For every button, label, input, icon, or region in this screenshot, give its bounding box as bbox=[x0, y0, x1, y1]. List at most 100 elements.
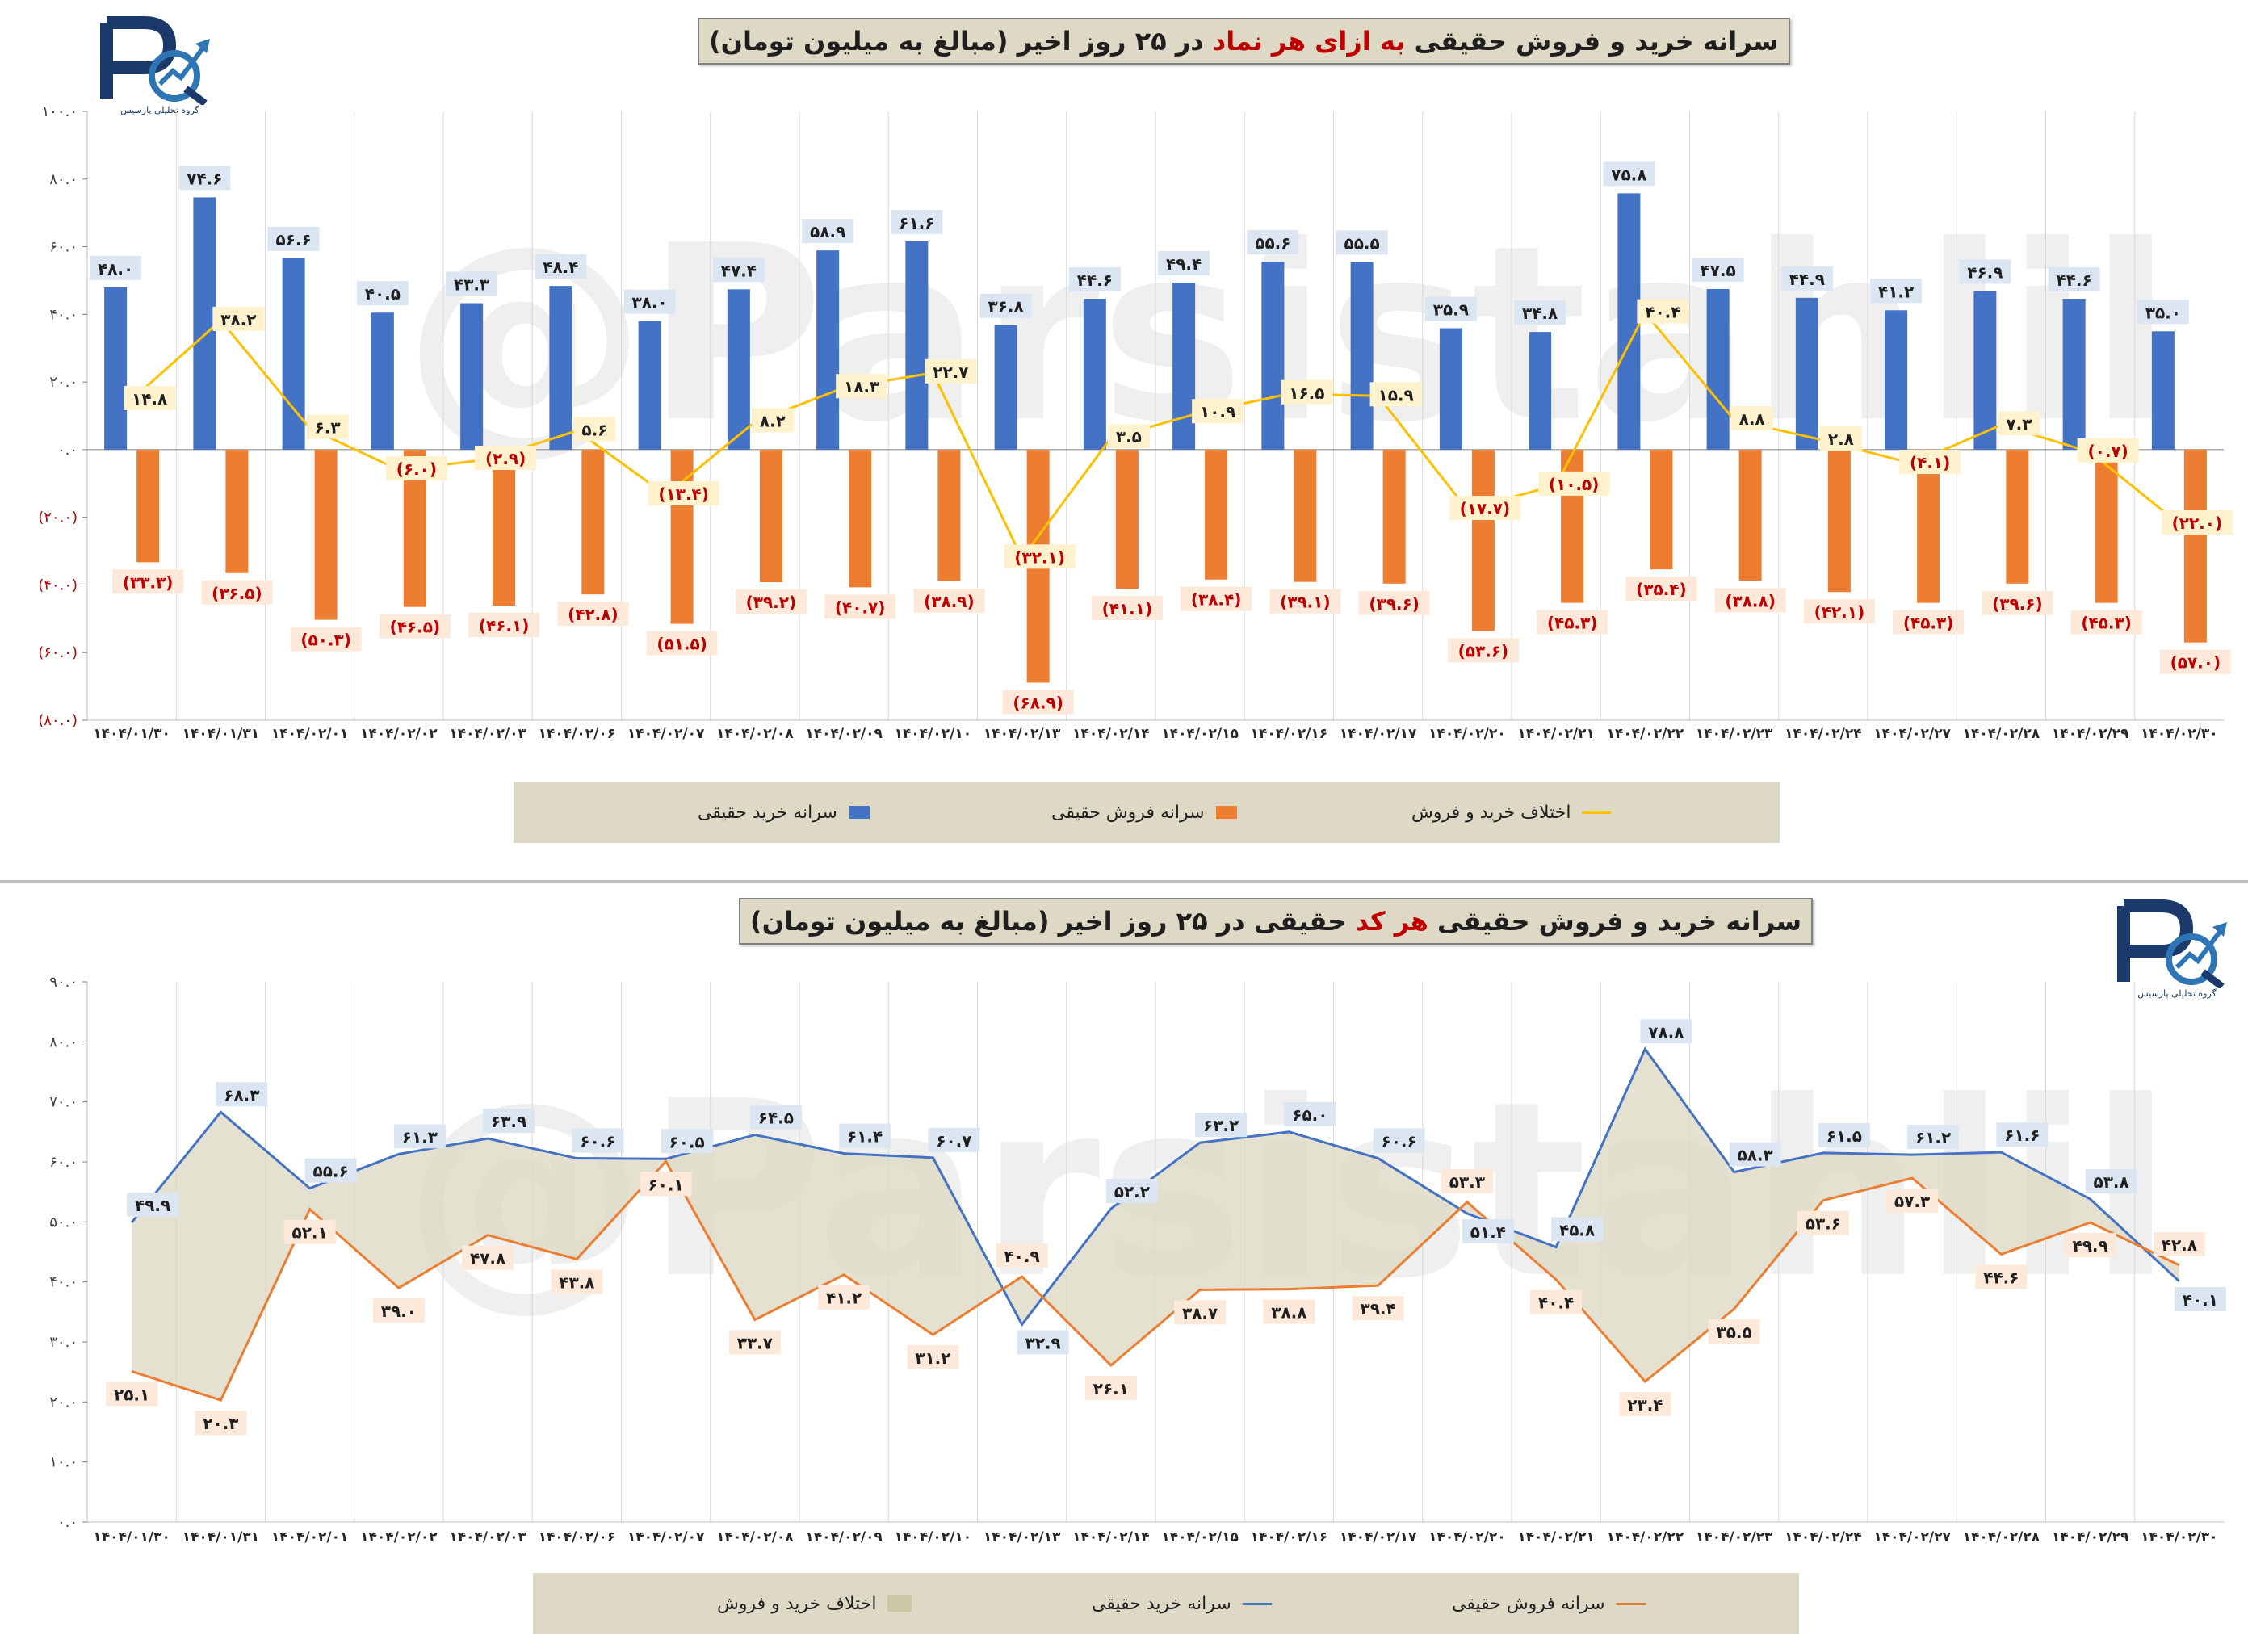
data-label-sell-bg bbox=[1002, 690, 1074, 715]
data-label-buy-bg bbox=[483, 1109, 535, 1134]
data-label-sell-bg bbox=[2159, 649, 2231, 674]
data-label-buy: ۶۳.۲ bbox=[1195, 1113, 1248, 1138]
data-label-sell-text: ۳۹.۰ bbox=[381, 1302, 417, 1321]
data-label-sell: (۳۵.۴) bbox=[1625, 577, 1697, 602]
data-label-buy: ۳۶.۸ bbox=[979, 293, 1032, 318]
data-label-sell: (۵۰.۳) bbox=[290, 627, 362, 652]
data-label-sell-bg bbox=[1263, 1299, 1315, 1324]
data-label-buy: ۴۷.۴ bbox=[712, 258, 765, 283]
data-label-sell-bg bbox=[283, 1219, 336, 1244]
data-label-sell-text: (۴۵.۳) bbox=[2081, 614, 2132, 633]
data-label-buy-text: ۶۵.۰ bbox=[1292, 1105, 1327, 1125]
title-part-pre: سرانه خرید و فروش حقیقی bbox=[1405, 26, 1779, 57]
data-label-buy-text: ۳۶.۸ bbox=[988, 297, 1024, 317]
data-label-buy: ۶۱.۶ bbox=[891, 209, 943, 234]
data-label-diff-text: ۲۲.۷ bbox=[933, 363, 968, 382]
bar-buy bbox=[1795, 297, 1818, 450]
x-tick-label: ۱۴۰۴/۰۲/۱۳ bbox=[984, 1529, 1061, 1545]
data-label-sell-bg bbox=[1625, 577, 1697, 602]
data-label-buy: ۴۶.۹ bbox=[1959, 259, 2011, 284]
data-label-diff-text: ۸.۸ bbox=[1739, 409, 1765, 429]
y-tick-label: ۳۰.۰ bbox=[49, 1334, 78, 1351]
data-label-buy-bg bbox=[1424, 296, 1477, 321]
data-label-buy-text: ۴۴.۶ bbox=[1077, 270, 1113, 290]
data-label-buy: ۵۸.۳ bbox=[1729, 1142, 1781, 1167]
legend2-label-sell: سرانه فروش حقیقی bbox=[1452, 1593, 1605, 1614]
data-label-buy-text: ۴۸.۰ bbox=[98, 259, 133, 279]
legend-label-diff: اختلاف خرید و فروش bbox=[1411, 802, 1571, 823]
data-label-buy: ۵۲.۲ bbox=[1105, 1178, 1158, 1203]
data-label-sell: (۵۷.۰) bbox=[2159, 649, 2231, 674]
bar-sell bbox=[493, 449, 516, 606]
data-label-buy-text: ۶۰.۶ bbox=[1382, 1132, 1417, 1151]
data-label-sell-bg bbox=[1269, 589, 1341, 614]
bar-sell bbox=[225, 449, 249, 573]
y-tick-label: ۶۰.۰ bbox=[49, 239, 78, 256]
data-label-sell-bg bbox=[551, 1269, 603, 1294]
bar-sell bbox=[1294, 449, 1317, 582]
data-label-diff: ۳.۵ bbox=[1107, 424, 1150, 449]
data-label-sell: ۲۰.۳ bbox=[195, 1411, 247, 1436]
bar-buy bbox=[1439, 328, 1462, 450]
bar-sell bbox=[581, 449, 605, 595]
legend-per-symbol: سرانه خرید حقیقی سرانه فروش حقیقی اختلاف… bbox=[514, 782, 1780, 843]
data-label-buy-text: ۶۰.۷ bbox=[936, 1131, 971, 1151]
data-label-buy-bg bbox=[1551, 1217, 1604, 1242]
data-label-diff-bg bbox=[1281, 379, 1333, 405]
data-label-sell: ۴۰.۴ bbox=[1530, 1289, 1583, 1314]
data-label-diff: ۵.۶ bbox=[573, 417, 616, 442]
data-label-sell: (۳۹.۲) bbox=[735, 589, 807, 614]
legend2-swatch-buy bbox=[1242, 1602, 1272, 1605]
data-label-buy: ۴۰.۱ bbox=[2174, 1286, 2226, 1311]
data-label-buy-text: ۴۰.۱ bbox=[2183, 1290, 2218, 1310]
data-label-buy-text: ۵۸.۳ bbox=[1738, 1146, 1773, 1165]
data-label-sell: (۵۳.۶) bbox=[1447, 638, 1519, 663]
data-label-buy-text: ۳۴.۸ bbox=[1522, 304, 1558, 323]
data-label-buy-text: ۴۴.۹ bbox=[1789, 270, 1825, 289]
data-label-sell: (۳۹.۶) bbox=[1358, 590, 1430, 615]
x-tick-label: ۱۴۰۴/۰۲/۰۱ bbox=[271, 1529, 348, 1545]
x-tick-label: ۱۴۰۴/۰۲/۰۶ bbox=[539, 726, 615, 742]
data-label-buy: ۵۱.۴ bbox=[1462, 1218, 1514, 1243]
data-label-sell-bg bbox=[1530, 1289, 1583, 1314]
data-label-sell-bg bbox=[462, 1245, 514, 1270]
data-label-sell-text: ۲۶.۱ bbox=[1093, 1379, 1129, 1398]
data-label-diff-text: ۶.۳ bbox=[315, 417, 341, 437]
data-label-sell-text: (۵۰.۳) bbox=[300, 631, 351, 650]
data-label-sell: ۴۰.۹ bbox=[996, 1243, 1048, 1268]
data-label-sell: (۵۱.۵) bbox=[646, 631, 718, 656]
data-label-diff-bg bbox=[1538, 471, 1610, 496]
y-tick-label: ۸۰.۰ bbox=[49, 171, 78, 188]
data-label-diff: ۸.۸ bbox=[1730, 406, 1773, 431]
x-tick-label: ۱۴۰۴/۰۲/۲۹ bbox=[2052, 1529, 2129, 1545]
data-label-sell-text: (۳۸.۹) bbox=[924, 592, 975, 611]
data-label-sell-bg bbox=[640, 1172, 692, 1197]
bar-buy bbox=[638, 321, 661, 450]
data-label-sell-text: (۶۸.۹) bbox=[1013, 694, 1063, 713]
data-label-buy-text: ۴۳.۳ bbox=[454, 275, 489, 295]
y-tick-label: ۴۰.۰ bbox=[49, 1274, 78, 1291]
x-tick-label: ۱۴۰۴/۰۲/۲۴ bbox=[1785, 1529, 1861, 1545]
y-tick-label: ۹۰.۰ bbox=[49, 974, 78, 991]
line-buy bbox=[130, 1046, 2180, 1327]
x-tick-label: ۱۴۰۴/۰۲/۰۲ bbox=[360, 1529, 438, 1545]
data-label-diff-text: ۲.۸ bbox=[1828, 430, 1854, 449]
legend-per-code: اختلاف خرید و فروش سرانه خرید حقیقی سران… bbox=[533, 1573, 1799, 1634]
data-label-buy-bg bbox=[2048, 267, 2100, 292]
x-tick-label: ۱۴۰۴/۰۲/۲۰ bbox=[1428, 726, 1505, 742]
data-label-diff-text: ۱۵.۹ bbox=[1378, 385, 1414, 405]
x-tick-label: ۱۴۰۴/۰۲/۱۰ bbox=[895, 1529, 971, 1545]
y-tick-label: ۲۰.۰ bbox=[49, 374, 78, 391]
legend2-item-diff: اختلاف خرید و فروش bbox=[717, 1573, 912, 1634]
data-label-buy: ۶۸.۳ bbox=[216, 1082, 268, 1107]
x-tick-label: ۱۴۰۴/۰۲/۳۰ bbox=[2141, 726, 2217, 742]
data-label-diff: ۲.۸ bbox=[1819, 426, 1862, 451]
data-label-buy: ۳۲.۹ bbox=[1017, 1330, 1069, 1355]
data-label-sell-bg bbox=[1708, 1319, 1760, 1344]
x-tick-label: ۱۴۰۴/۰۲/۲۳ bbox=[1696, 1529, 1773, 1545]
title2-part-post: حقیقی در ۲۵ روز اخیر (مبالغ به میلیون تو… bbox=[750, 906, 1356, 937]
data-label-diff-bg bbox=[648, 481, 719, 506]
data-label-sell-bg bbox=[201, 580, 273, 605]
x-tick-label: ۱۴۰۴/۰۲/۱۴ bbox=[1072, 1529, 1149, 1545]
data-label-buy: ۶۱.۵ bbox=[1818, 1122, 1870, 1147]
